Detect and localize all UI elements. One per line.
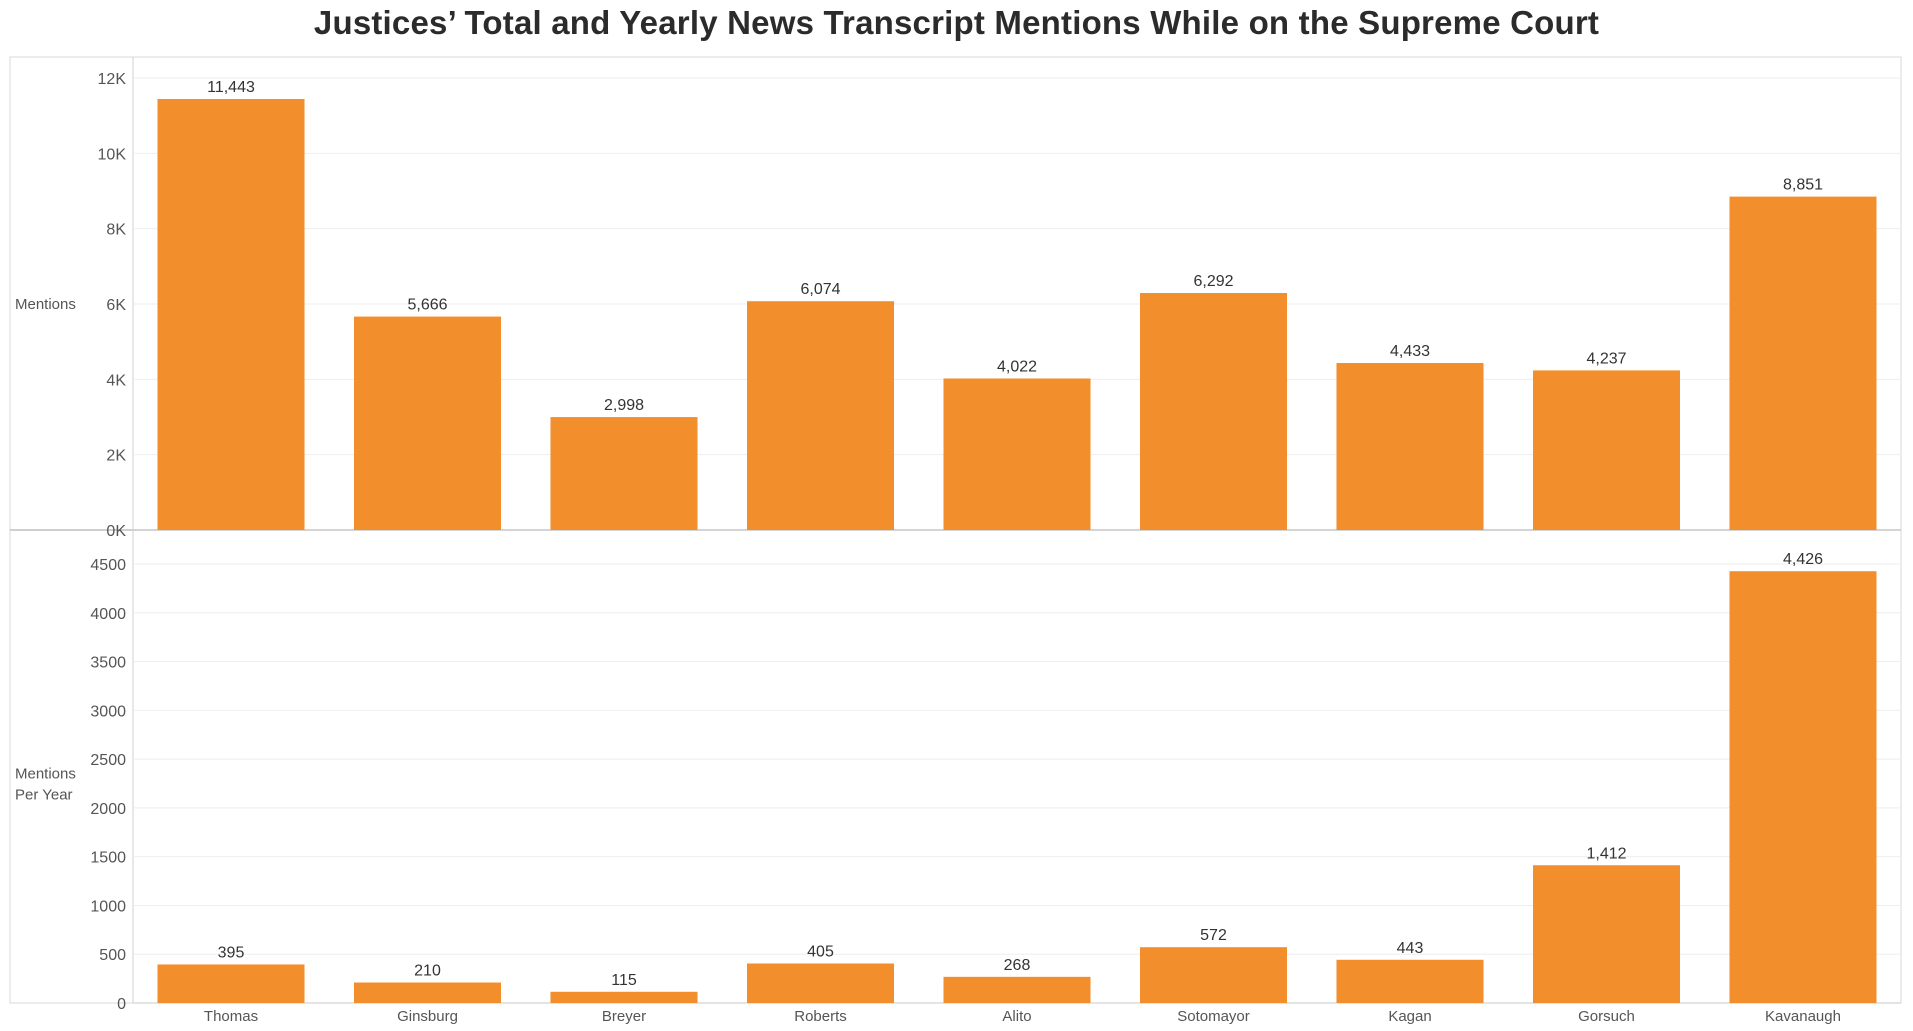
- x-tick-label: Gorsuch: [1578, 1008, 1635, 1025]
- y-tick-label: 2K: [106, 448, 126, 465]
- x-tick-label: Sotomayor: [1177, 1008, 1250, 1025]
- y-tick-label: 1500: [90, 850, 126, 867]
- x-tick-label: Ginsburg: [397, 1008, 458, 1025]
- bar-ginsburg: [354, 982, 501, 1003]
- bar-gorsuch: [1533, 865, 1680, 1003]
- data-label: 4,237: [1586, 350, 1626, 367]
- data-label: 2,998: [604, 397, 644, 414]
- x-tick-label: Alito: [1002, 1008, 1031, 1025]
- bar-roberts: [747, 963, 894, 1003]
- x-tick-label: Kagan: [1388, 1008, 1431, 1025]
- data-label: 1,412: [1586, 845, 1626, 862]
- bar-thomas: [157, 964, 305, 1003]
- y-tick-label: 8K: [106, 222, 126, 239]
- y-tick-label: 3500: [90, 655, 126, 672]
- bar-kavanaugh: [1729, 196, 1877, 530]
- y-tick-label: 3000: [90, 703, 126, 720]
- data-label: 4,426: [1783, 551, 1823, 568]
- bar-gorsuch: [1533, 370, 1680, 530]
- y-tick-label: 1000: [90, 898, 126, 915]
- data-label: 405: [807, 943, 834, 960]
- data-label: 115: [611, 972, 637, 989]
- x-tick-label: Thomas: [204, 1008, 258, 1025]
- x-tick-label: Breyer: [602, 1008, 646, 1025]
- bar-thomas: [157, 98, 305, 530]
- chart-title: Justices’ Total and Yearly News Transcri…: [313, 4, 1600, 41]
- data-label: 4,433: [1390, 343, 1430, 360]
- data-label: 268: [1004, 957, 1031, 974]
- data-label: 443: [1397, 940, 1424, 957]
- bar-breyer: [550, 417, 698, 530]
- y-tick-label: 4000: [90, 606, 126, 623]
- y-axis-label: Per Year: [15, 787, 73, 804]
- y-tick-label: 12K: [98, 71, 127, 88]
- data-label: 11,443: [207, 79, 255, 96]
- data-label: 210: [414, 963, 441, 980]
- y-tick-label: 0K: [106, 523, 126, 540]
- y-tick-label: 6K: [106, 297, 126, 314]
- y-tick-label: 4500: [90, 557, 126, 574]
- y-tick-label: 2000: [90, 801, 126, 818]
- bar-sotomayor: [1140, 947, 1287, 1003]
- bar-alito: [943, 976, 1091, 1003]
- data-label: 6,074: [800, 281, 840, 298]
- y-axis-label: Mentions: [15, 766, 76, 783]
- data-label: 4,022: [997, 359, 1037, 376]
- data-label: 572: [1200, 927, 1227, 944]
- bar-breyer: [550, 991, 698, 1003]
- bar-alito: [943, 378, 1091, 530]
- bar-kagan: [1336, 959, 1484, 1003]
- x-tick-label: Kavanaugh: [1765, 1008, 1841, 1025]
- y-tick-label: 2500: [90, 752, 126, 769]
- x-tick-label: Roberts: [794, 1008, 847, 1025]
- bar-kavanaugh: [1729, 571, 1877, 1003]
- bar-kagan: [1336, 363, 1484, 530]
- data-label: 8,851: [1783, 177, 1823, 194]
- y-tick-label: 500: [99, 947, 126, 964]
- y-tick-label: 0: [117, 996, 126, 1013]
- data-label: 5,666: [407, 297, 447, 314]
- y-tick-label: 10K: [98, 146, 127, 163]
- data-label: 6,292: [1193, 273, 1233, 290]
- y-axis-label: Mentions: [15, 296, 76, 313]
- bar-roberts: [747, 301, 894, 530]
- y-tick-label: 4K: [106, 372, 126, 389]
- data-label: 395: [218, 944, 245, 961]
- bar-sotomayor: [1140, 293, 1287, 530]
- bar-ginsburg: [354, 316, 501, 530]
